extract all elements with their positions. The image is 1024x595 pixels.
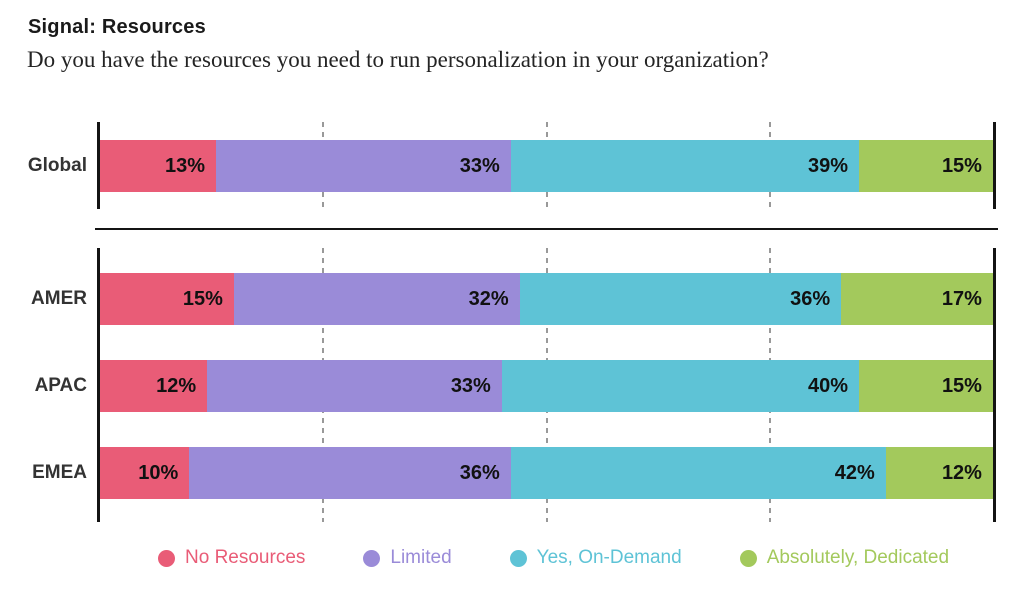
segment-value-label: 39% bbox=[808, 154, 849, 177]
segment-value-label: 15% bbox=[941, 374, 982, 397]
bar-segment: 12% bbox=[885, 447, 993, 499]
segment-value-label: 15% bbox=[941, 154, 982, 177]
segment-value-label: 15% bbox=[182, 287, 223, 310]
category-label: APAC bbox=[34, 375, 87, 396]
segment-value-label: 36% bbox=[790, 287, 831, 310]
legend-item: Limited bbox=[363, 547, 452, 569]
category-label: EMEA bbox=[32, 462, 87, 483]
bar-row: Global 13% 33% 39% 15% bbox=[28, 140, 993, 192]
segment-value-label: 36% bbox=[459, 461, 500, 484]
legend-swatch bbox=[509, 549, 527, 567]
legend-label: Limited bbox=[390, 547, 452, 568]
bar-segment: 42% bbox=[510, 447, 886, 499]
segment-value-label: 33% bbox=[450, 374, 491, 397]
chart-title: Signal: Resources bbox=[28, 16, 206, 38]
bar-segment: 17% bbox=[841, 273, 993, 325]
segment-value-label: 17% bbox=[941, 287, 982, 310]
chart-question: Do you have the resources you need to ru… bbox=[27, 47, 769, 72]
chart-legend: No Resources Limited Yes, On-Demand Absolut… bbox=[158, 543, 949, 573]
bar-segment: 33% bbox=[216, 140, 511, 192]
segment-value-label: 13% bbox=[165, 154, 206, 177]
bar-row: AMER 15% 32% 36% 17% bbox=[31, 273, 993, 325]
legend-item: Yes, On-Demand bbox=[509, 547, 682, 569]
legend-swatch bbox=[158, 549, 175, 567]
segment-value-label: 10% bbox=[138, 461, 179, 484]
legend-swatch bbox=[739, 549, 757, 567]
bar-segment: 12% bbox=[100, 360, 208, 412]
legend-label: No Resources bbox=[185, 547, 306, 568]
bar-segment: 33% bbox=[207, 360, 502, 412]
regional-bar-chart: AMER 15% 32% 36% 17% APAC 12% 33% 40% 15% EMEA 10% 3… bbox=[31, 248, 996, 522]
legend-swatch bbox=[363, 549, 381, 567]
bar-segment: 32% bbox=[233, 273, 520, 325]
bar-segment: 15% bbox=[859, 360, 993, 412]
segment-value-label: 12% bbox=[941, 461, 982, 484]
bar-segment: 40% bbox=[501, 360, 860, 412]
global-bar-chart: Global 13% 33% 39% 15% bbox=[28, 122, 996, 209]
bar-row: EMEA 10% 36% 42% 12% bbox=[32, 447, 993, 499]
bar-segment: 36% bbox=[189, 447, 511, 499]
segment-value-label: 40% bbox=[808, 374, 849, 397]
legend-label: Absolutely, Dedicated bbox=[766, 547, 950, 568]
bar-segment: 15% bbox=[100, 273, 234, 325]
bar-segment: 36% bbox=[519, 273, 842, 325]
segment-value-label: 42% bbox=[834, 461, 875, 484]
bar-segment: 39% bbox=[510, 140, 860, 192]
bar-segment: 10% bbox=[100, 447, 190, 499]
bar-segment: 13% bbox=[100, 140, 217, 192]
legend-item: No Resources bbox=[158, 547, 305, 569]
category-label: Global bbox=[27, 155, 87, 176]
bar-segment: 15% bbox=[859, 140, 993, 192]
bar-row: APAC 12% 33% 40% 15% bbox=[35, 360, 993, 412]
segment-value-label: 12% bbox=[156, 374, 197, 397]
segment-value-label: 33% bbox=[459, 154, 500, 177]
category-label: AMER bbox=[31, 288, 87, 309]
segment-value-label: 32% bbox=[468, 287, 509, 310]
section-divider bbox=[95, 228, 998, 230]
legend-item: Absolutely, Dedicated bbox=[739, 547, 950, 569]
legend-label: Yes, On-Demand bbox=[536, 547, 682, 568]
